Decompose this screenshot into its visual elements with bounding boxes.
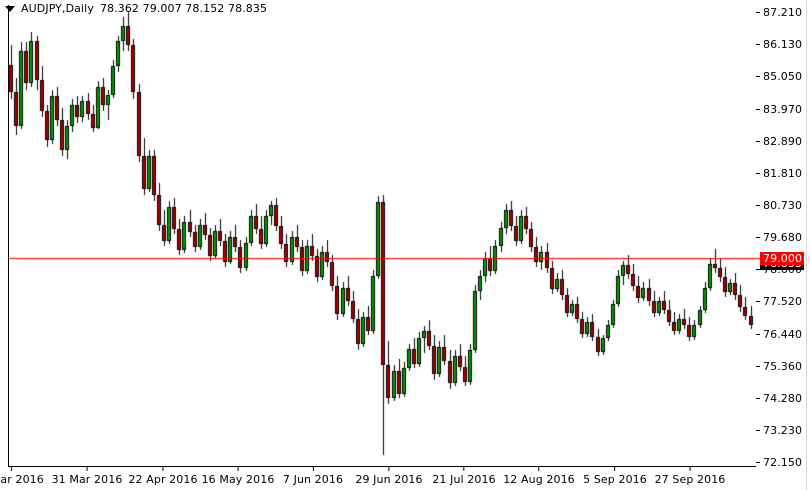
price-tick-label: 79.680: [763, 230, 803, 244]
price-tick-label: 86.130: [763, 37, 803, 51]
price-tick: 83.970: [756, 102, 810, 116]
chart-header: AUDJPY,Daily 78.362 79.007 78.152 78.835: [0, 0, 267, 16]
date-tick-label: 29 Jun 2016: [355, 473, 423, 486]
date-tick: 27 Sep 2016: [655, 467, 726, 486]
date-tick-label: 12 Aug 2016: [503, 473, 575, 486]
date-tick-label: 7 Jun 2016: [282, 473, 344, 486]
tick-mark: [11, 467, 13, 471]
price-tick-label: 72.150: [763, 456, 803, 469]
price-tick: 79.680: [756, 230, 810, 244]
price-tick-label: 76.440: [763, 327, 803, 341]
chevron-down-icon[interactable]: [5, 5, 15, 12]
tick-mark: [756, 301, 760, 303]
price-tick-label: 75.360: [763, 360, 803, 374]
tick-mark: [756, 429, 760, 431]
tick-mark: [756, 43, 760, 45]
date-tick-label: 27 Sep 2016: [654, 473, 726, 486]
price-tick: 82.890: [756, 134, 810, 148]
price-tick: 76.440: [756, 327, 810, 341]
price-tick-label: 77.520: [763, 295, 803, 309]
price-tick-label: 85.050: [763, 70, 803, 84]
tick-mark: [756, 173, 760, 175]
tick-mark: [86, 467, 88, 471]
tick-mark: [614, 467, 616, 471]
tick-mark: [312, 467, 314, 471]
tick-mark: [756, 108, 760, 110]
price-tick: 85.050: [756, 70, 810, 84]
date-tick-label: 21 Jul 2016: [432, 473, 496, 486]
tick-mark: [756, 462, 760, 463]
price-tick: 72.150: [756, 456, 810, 469]
date-tick: 5 Sep 2016: [583, 467, 647, 486]
price-tick: 86.130: [756, 37, 810, 51]
date-tick-label: 16 May 2016: [201, 473, 275, 486]
price-tick: 80.730: [756, 199, 810, 213]
tick-mark: [756, 269, 760, 271]
price-tick-label: 81.810: [763, 167, 803, 181]
price-tick: 87.210: [756, 5, 810, 19]
price-tick: 81.810: [756, 167, 810, 181]
tick-mark: [756, 140, 760, 142]
tick-mark: [756, 76, 760, 78]
price-tick-label: 83.970: [763, 102, 803, 116]
tick-mark: [756, 205, 760, 207]
price-tick-label: 87.210: [763, 5, 803, 19]
symbol-period-label: AUDJPY,Daily: [21, 1, 94, 15]
price-tick-label: 73.230: [763, 423, 803, 437]
tick-mark: [237, 467, 239, 471]
tick-mark: [756, 236, 760, 238]
tick-mark: [756, 366, 760, 368]
date-tick-label: 5 Sep 2016: [583, 473, 647, 486]
date-tick: 7 Jun 2016: [283, 467, 343, 486]
price-tick-label: 74.280: [763, 392, 803, 406]
date-tick-label: 31 Mar 2016: [51, 473, 123, 486]
price-tick: 75.360: [756, 360, 810, 374]
tick-mark: [756, 398, 760, 400]
ohlc-values-label: 78.362 79.007 78.152 78.835: [99, 1, 268, 15]
tick-mark: [388, 467, 390, 471]
date-tick-label: 9 Mar 2016: [0, 473, 44, 486]
price-tick: 77.520: [756, 295, 810, 309]
date-tick: 21 Jul 2016: [432, 467, 496, 486]
date-tick: 29 Jun 2016: [355, 467, 423, 486]
tick-mark: [756, 333, 760, 335]
price-axis[interactable]: 87.210 86.130 85.050 83.970 82.890 81.810 80.7…: [756, 0, 810, 490]
tick-mark: [538, 467, 540, 471]
date-tick: 16 May 2016: [202, 467, 275, 486]
vertical-scrollbar[interactable]: [806, 0, 810, 490]
level-price-label[interactable]: 79.000: [760, 251, 805, 265]
date-tick: 22 Apr 2016: [128, 467, 197, 486]
date-tick: 12 Aug 2016: [503, 467, 575, 486]
date-tick-label: 22 Apr 2016: [128, 473, 198, 486]
tick-mark: [756, 11, 760, 13]
tick-mark: [689, 467, 691, 471]
price-tick-label: 82.890: [763, 134, 803, 148]
price-tick-label: 80.730: [763, 199, 803, 213]
date-tick: 31 Mar 2016: [52, 467, 123, 486]
price-tick: 73.230: [756, 423, 810, 437]
price-tick: 74.280: [756, 392, 810, 406]
tick-mark: [463, 467, 465, 471]
date-tick: 9 Mar 2016: [0, 467, 44, 486]
tick-mark: [162, 467, 164, 471]
